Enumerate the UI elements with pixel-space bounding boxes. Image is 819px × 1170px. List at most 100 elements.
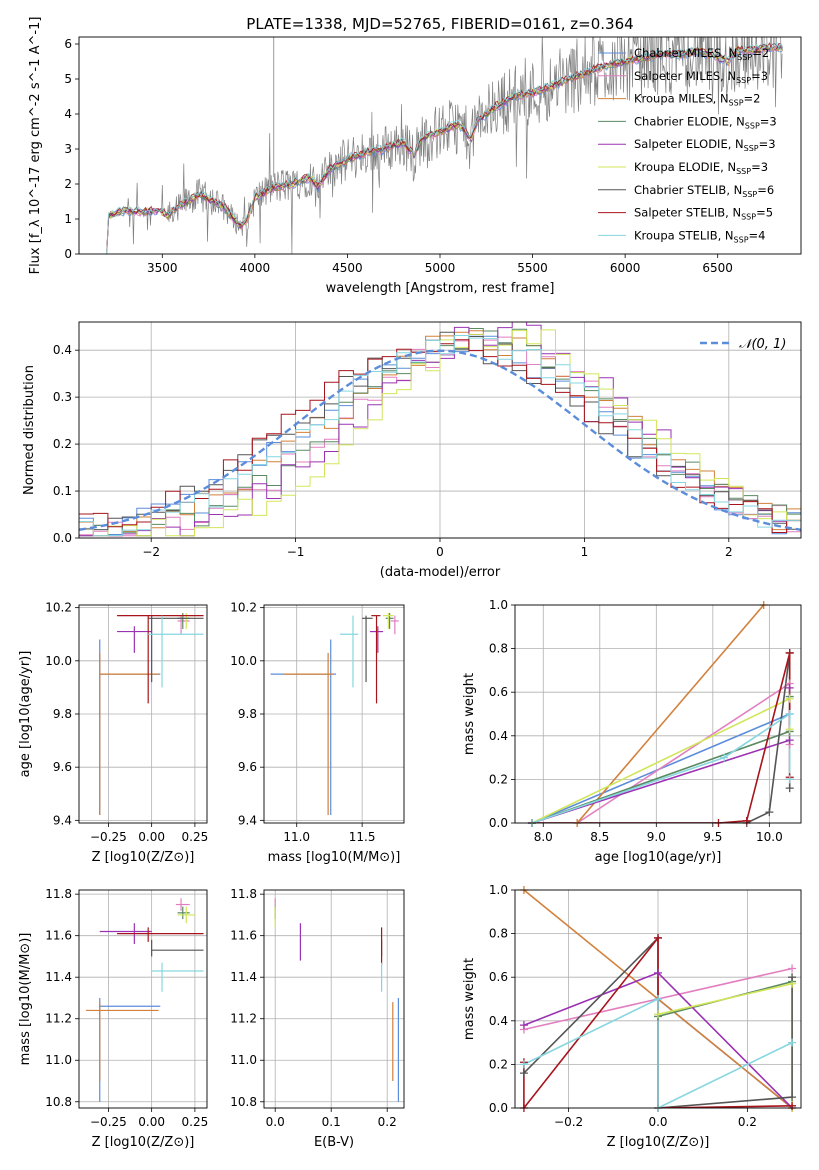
x-axis-label: Z [log10(Z/Z⊙)] (92, 1135, 195, 1150)
spectrum-plot-area (106, 37, 783, 254)
legend-subscript: SSP (742, 190, 757, 199)
weight-marker (785, 710, 794, 718)
y-tick-label: 9.8 (238, 707, 257, 721)
y-tick-label: 9.8 (53, 707, 72, 721)
y-tick-label: 0.6 (489, 970, 508, 984)
legend-count: =3 (751, 160, 768, 174)
x-axis-label: Z [log10(Z/Z⊙)] (607, 1135, 710, 1150)
age_vs_mass-plot-area (270, 612, 399, 816)
y-tick-label: 0.4 (53, 343, 72, 357)
weight-line (523, 936, 793, 1108)
axes-frame (263, 889, 405, 1109)
x-tick-label: 0.0 (648, 1115, 667, 1129)
x-tick-label: −0.2 (554, 1115, 583, 1129)
legend-label: Kroupa STELIB, NSSP=4 (634, 228, 765, 244)
y-tick-label: 9.4 (238, 813, 257, 827)
x-tick-label: 2 (725, 545, 733, 559)
legend-label: Kroupa MILES, NSSP=2 (634, 92, 760, 108)
x-tick-label: −0.25 (90, 830, 127, 844)
legend-label: Chabrier ELODIE, NSSP=3 (634, 114, 777, 130)
legend-subscript: SSP (737, 53, 752, 62)
weight-marker (788, 973, 797, 982)
legend-subscript: SSP (736, 167, 751, 176)
residuals-plot-area (79, 322, 801, 537)
weight-marker (654, 1010, 662, 1019)
weight-line (576, 682, 791, 823)
y-tick-label: 6 (64, 37, 72, 51)
weight-marker (519, 1021, 528, 1030)
weight-marker (654, 933, 662, 942)
y-tick-label: 11.0 (230, 1053, 257, 1067)
x-axis-label: age [log10(age/yr)] (595, 850, 722, 865)
legend-count: =3 (759, 137, 776, 151)
y-tick-label: 10.8 (230, 1095, 257, 1109)
weight-line (657, 982, 793, 1108)
weight-line (576, 605, 765, 823)
x-tick-label: 0.2 (378, 1115, 397, 1129)
legend-label: Kroupa ELODIE, NSSP=3 (634, 160, 768, 176)
legend-subscript: SSP (729, 99, 744, 108)
x-tick-label: 9.5 (703, 830, 722, 844)
y-tick-label: 10.0 (45, 654, 72, 668)
x-axis-label: (data-model)/error (380, 565, 501, 580)
legend-label: Salpeter MILES, NSSP=3 (634, 69, 768, 85)
weight_vs_age-plot-area (531, 605, 791, 823)
y-axis-label: mass weight (462, 673, 477, 755)
spectrum-legend: Chabrier MILES, NSSP=2 Salpeter MILES, NS… (598, 46, 777, 244)
weight_vs_age-panel: 8.0 8.5 9.0 9.5 10.0 0.0 0.2 0.4 0.6 0.8 1.0 age [l… (462, 598, 802, 865)
figure-title: PLATE=1338, MJD=52765, FIBERID=0161, z=0… (246, 15, 633, 33)
y-tick-label: 9.6 (53, 760, 72, 774)
y-tick-label: 10.8 (45, 1095, 72, 1109)
normal-curve (79, 349, 801, 531)
y-tick-label: 4 (64, 107, 72, 121)
legend-count: =5 (756, 206, 773, 220)
x-tick-label: 0.00 (138, 830, 165, 844)
x-tick-label: 0.25 (182, 1115, 209, 1129)
y-tick-label: 0.2 (53, 437, 72, 451)
weight-marker (765, 808, 774, 817)
mass_vs_ebv-panel: 0.0 0.1 0.2 10.8 11.0 11.2 11.4 11.6 11.8 E(B-V) (230, 887, 405, 1150)
y-tick-label: 11.2 (45, 1012, 72, 1026)
weight-line (532, 652, 791, 823)
x-tick-label: 0 (436, 545, 444, 559)
x-tick-label: −0.25 (90, 1115, 127, 1129)
axes-frame (78, 36, 802, 255)
y-tick-label: 1.0 (489, 883, 508, 897)
y-tick-label: 10.2 (45, 601, 72, 615)
axes-frame (78, 889, 208, 1109)
axes-frame (514, 604, 802, 824)
weight-marker (519, 1060, 528, 1069)
x-tick-label: 10.0 (756, 830, 783, 844)
age_vs_Z-panel: −0.25 0.00 0.25 9.4 9.6 9.8 10.0 10.2 Z [log10(Z… (18, 601, 208, 865)
x-tick-label: 6500 (702, 261, 733, 275)
y-tick-label: 0.0 (53, 531, 72, 545)
y-tick-label: 0.2 (489, 1057, 508, 1071)
weight-line (523, 997, 793, 1108)
y-tick-label: 0.6 (489, 685, 508, 699)
legend-subscript: SSP (736, 76, 751, 85)
y-tick-label: 11.6 (230, 929, 257, 943)
mass_vs_Z-panel: −0.25 0.00 0.25 10.8 11.0 11.2 11.4 11.6 11.8 Z [… (18, 887, 208, 1150)
y-tick-label: 0.0 (489, 1101, 508, 1115)
x-tick-label: −2 (142, 545, 160, 559)
x-tick-label: 1 (581, 545, 589, 559)
axes-frame (514, 889, 802, 1109)
y-tick-label: 0.8 (489, 642, 508, 656)
y-axis-label: mass [log10(M/M⊙)] (18, 933, 33, 1066)
legend-subscript: SSP (741, 213, 756, 222)
y-axis-label: Flux [f_λ 10^-17 erg cm^-2 s^-1 A^-1] (28, 17, 43, 275)
y-tick-label: 0.4 (489, 1014, 508, 1028)
model-line (106, 41, 783, 254)
x-axis-label: mass [log10(M/M⊙)] (268, 850, 401, 865)
y-tick-label: 9.4 (53, 813, 72, 827)
weight-marker (742, 816, 751, 825)
weight_vs_Z-panel: −0.2 0.0 0.2 0.0 0.2 0.4 0.6 0.8 1.0 Z [log10(Z/Z… (462, 883, 802, 1150)
mass_vs_ebv-plot-area (274, 898, 399, 1102)
spectrum-panel: 3500 4000 4500 5000 5500 6000 6500 0 1 2 3 4 5 6 wavel… (28, 17, 802, 296)
x-tick-label: 0.25 (182, 830, 209, 844)
x-tick-label: 5000 (425, 261, 456, 275)
y-tick-label: 11.2 (230, 1012, 257, 1026)
x-tick-label: 6000 (610, 261, 641, 275)
axes-frame (263, 604, 405, 824)
